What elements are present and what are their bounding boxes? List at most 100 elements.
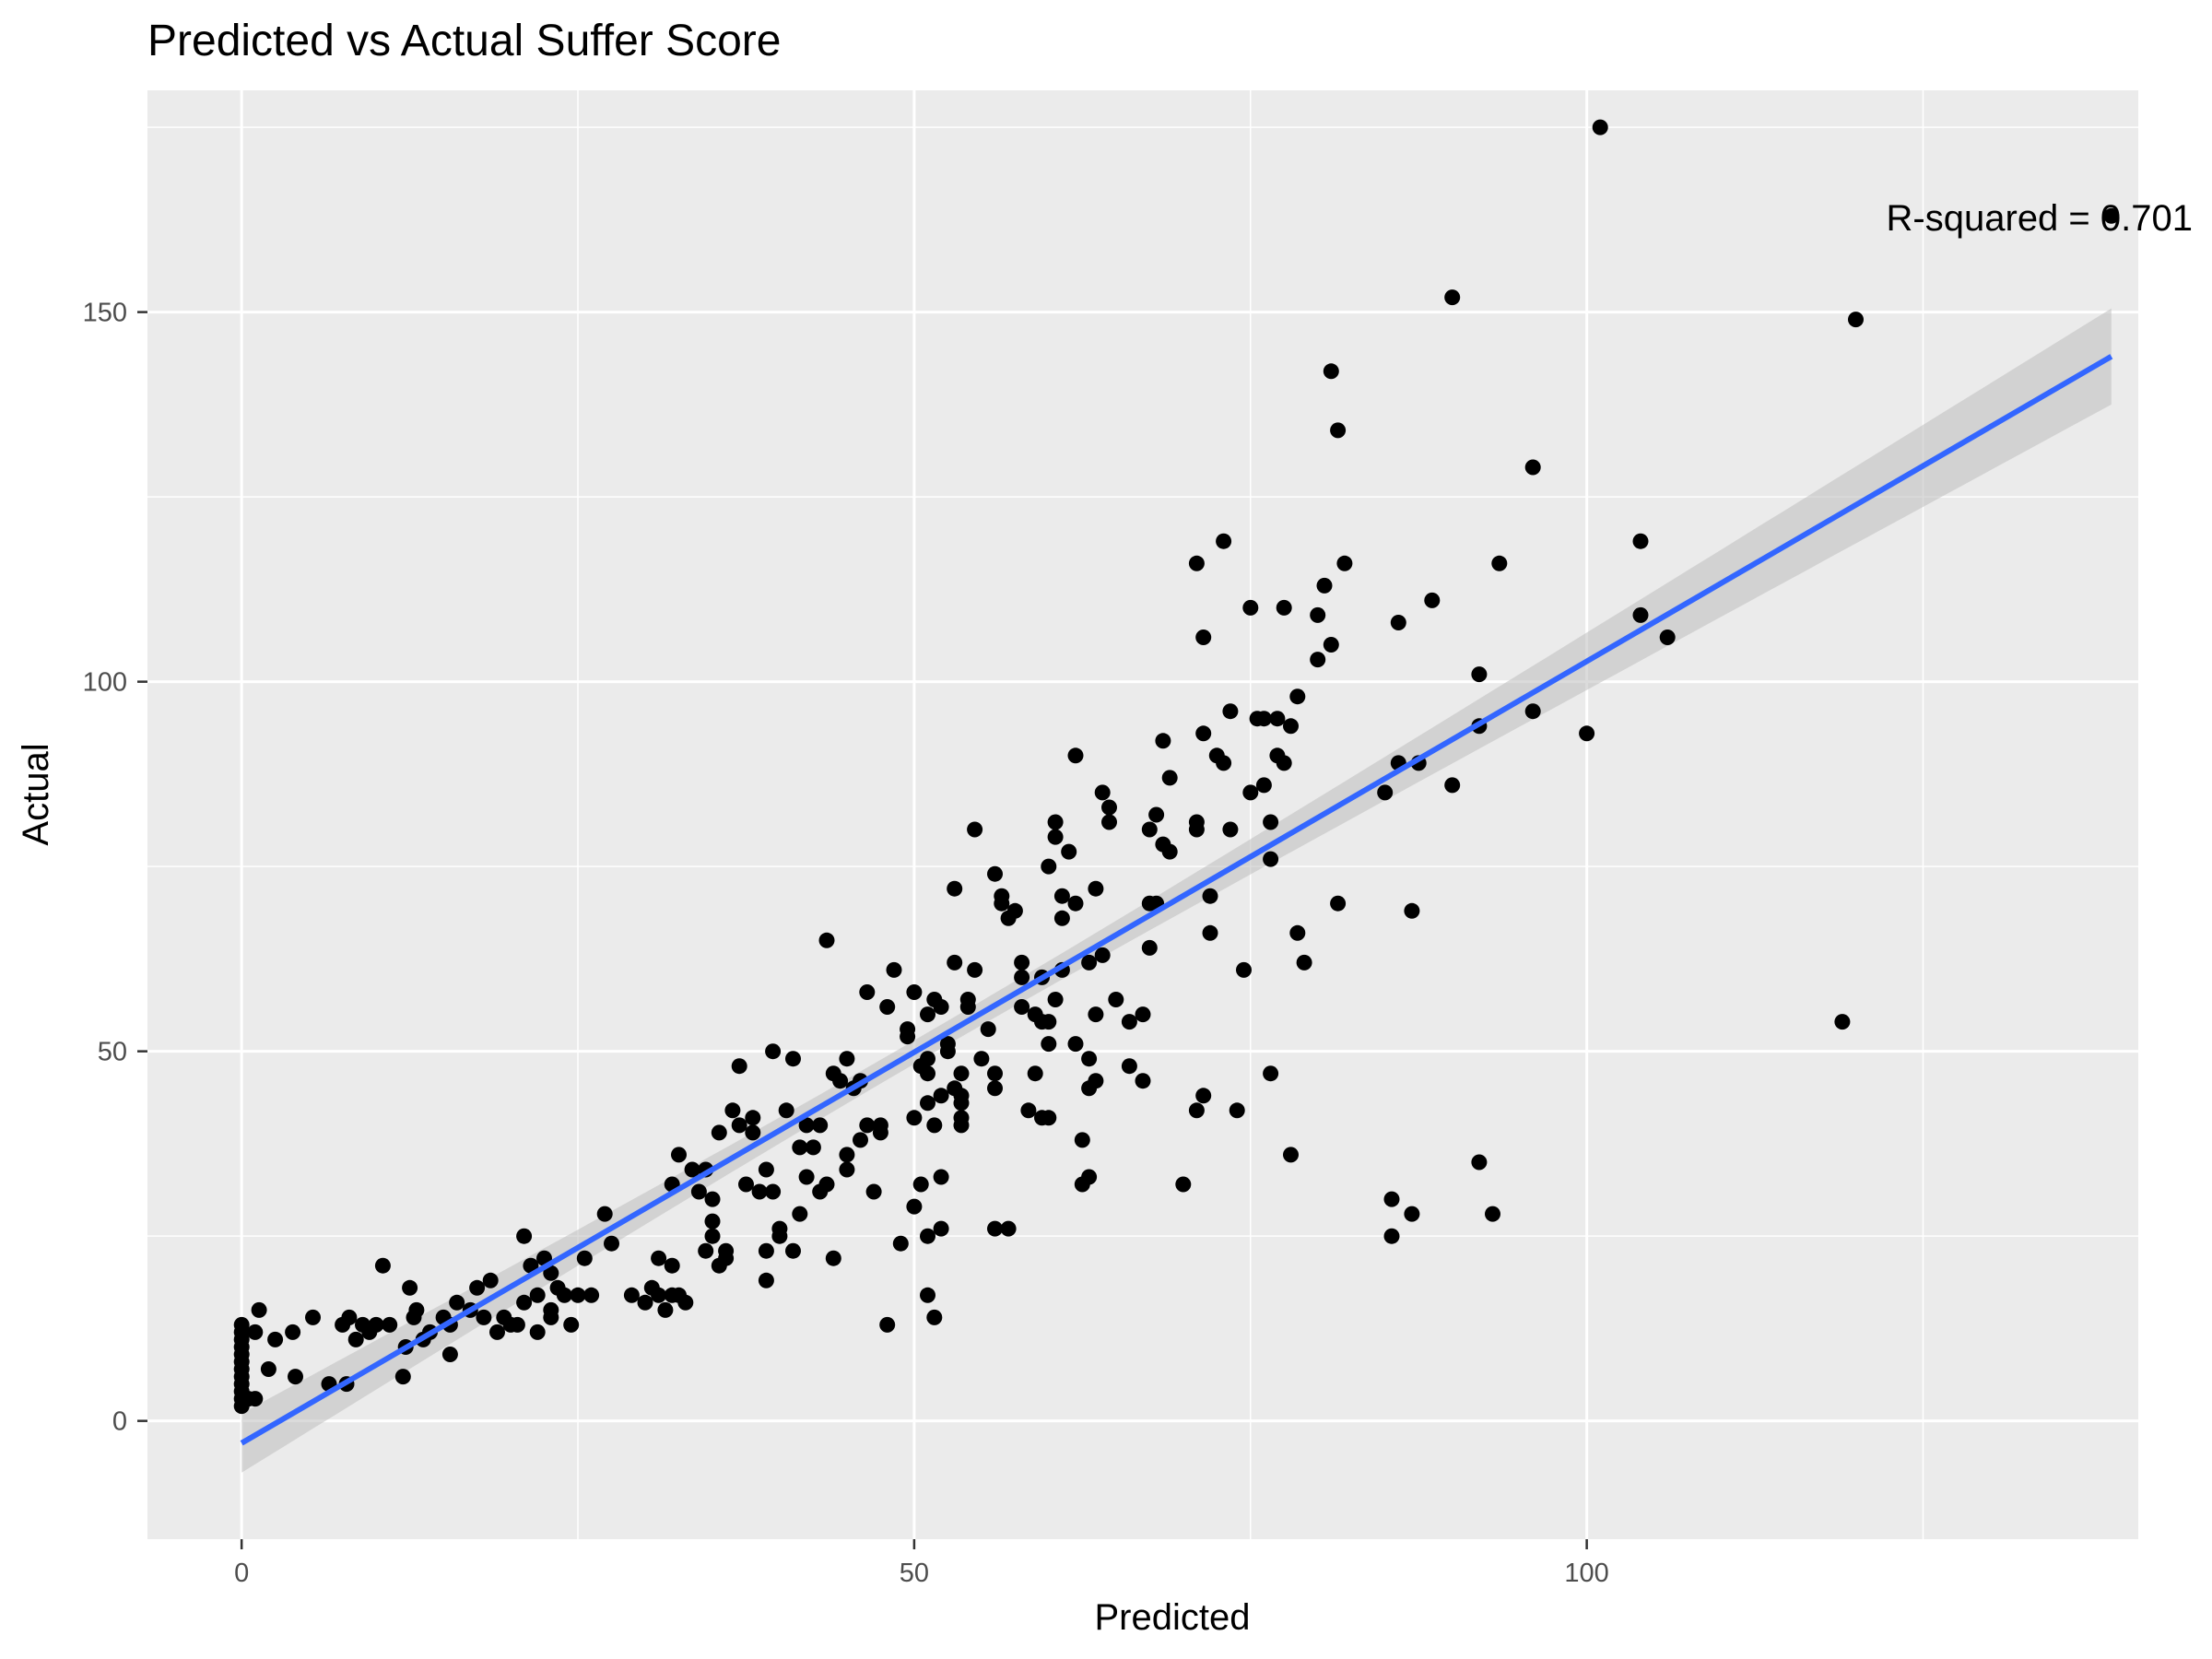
data-point [1141,939,1158,956]
data-point [1222,821,1239,838]
data-point [288,1369,303,1385]
data-point [751,1183,768,1200]
data-point [785,1051,801,1067]
y-tick-label: 50 [98,1038,127,1067]
data-point [967,821,983,838]
data-point [920,1051,935,1067]
data-point [886,961,902,978]
data-point [671,1147,687,1163]
data-point [1330,422,1347,439]
data-point [1255,711,1272,727]
data-point [1175,1176,1192,1193]
data-point [1081,1169,1098,1185]
data-point [1047,814,1064,830]
data-point [1296,954,1312,971]
data-point [285,1324,301,1340]
data-point [812,1117,829,1134]
data-point [798,1169,815,1185]
y-axis-title: Actual [16,743,56,845]
data-point [1101,814,1117,830]
data-point [1161,770,1178,786]
data-point [1310,652,1326,668]
data-point [731,1058,747,1075]
data-point [1041,1110,1057,1126]
data-point [1074,1132,1090,1148]
data-point [900,1029,916,1045]
data-point [1053,910,1070,926]
data-point [1323,637,1339,653]
data-point [651,1287,667,1303]
data-point [765,1043,782,1060]
data-point [516,1228,533,1244]
data-point [1263,814,1279,830]
data-point [1094,947,1111,963]
data-point [839,1051,855,1067]
data-point [482,1272,499,1288]
data-point [476,1309,492,1325]
data-point [2103,207,2120,224]
data-point [637,1294,653,1311]
data-point [1135,1073,1151,1089]
data-point [973,1051,990,1067]
data-point [1027,1065,1043,1082]
chart-title: Predicted vs Actual Suffer Score [147,17,781,65]
regression-line [240,354,2113,1446]
data-point [798,1117,815,1134]
data-point [778,1102,794,1119]
data-point [1383,1228,1400,1244]
data-point [1108,992,1124,1007]
data-point [1263,851,1279,867]
data-point [1404,902,1420,919]
data-point [818,932,835,948]
data-point [1491,555,1508,571]
data-point [745,1124,761,1141]
x-tick-label: 0 [234,1559,249,1588]
data-point [1283,1147,1299,1163]
data-point [1161,843,1178,860]
data-point [382,1316,398,1333]
data-point [1632,533,1649,549]
data-point [543,1265,559,1281]
data-point [1242,784,1259,801]
data-point [758,1272,774,1288]
x-axis-title: Predicted [1095,1597,1251,1638]
data-point [933,1169,949,1185]
data-point [1390,615,1406,630]
data-point [771,1220,788,1237]
data-point [906,984,923,1000]
y-tick-label: 0 [112,1407,127,1437]
data-point [402,1279,418,1296]
data-point [711,1124,727,1141]
data-point [449,1294,465,1311]
data-point [556,1287,572,1303]
data-point [912,1176,929,1193]
data-point [1202,924,1218,941]
data-point [1323,363,1339,380]
data-point [1000,1220,1017,1237]
data-point [1053,888,1070,904]
data-point [704,1213,721,1230]
data-point [1848,312,1864,328]
data-point [1471,1154,1488,1171]
data-point [1014,954,1030,971]
data-point [509,1316,525,1333]
data-point [698,1242,714,1259]
data-point [1121,1014,1137,1030]
data-point [1135,1006,1151,1023]
data-point [1067,1036,1084,1053]
data-point [516,1294,533,1311]
data-point [651,1250,667,1266]
data-point [677,1294,694,1311]
data-point [987,865,1003,882]
data-point [368,1316,384,1333]
data-point [1236,961,1252,978]
data-point [1310,606,1326,623]
data-point [1081,954,1098,971]
data-point [933,999,949,1015]
data-point [1047,992,1064,1007]
data-point [1276,599,1292,616]
data-point [1067,747,1084,764]
data-point [980,1021,996,1038]
data-point [731,1117,747,1134]
data-point [1444,289,1461,306]
